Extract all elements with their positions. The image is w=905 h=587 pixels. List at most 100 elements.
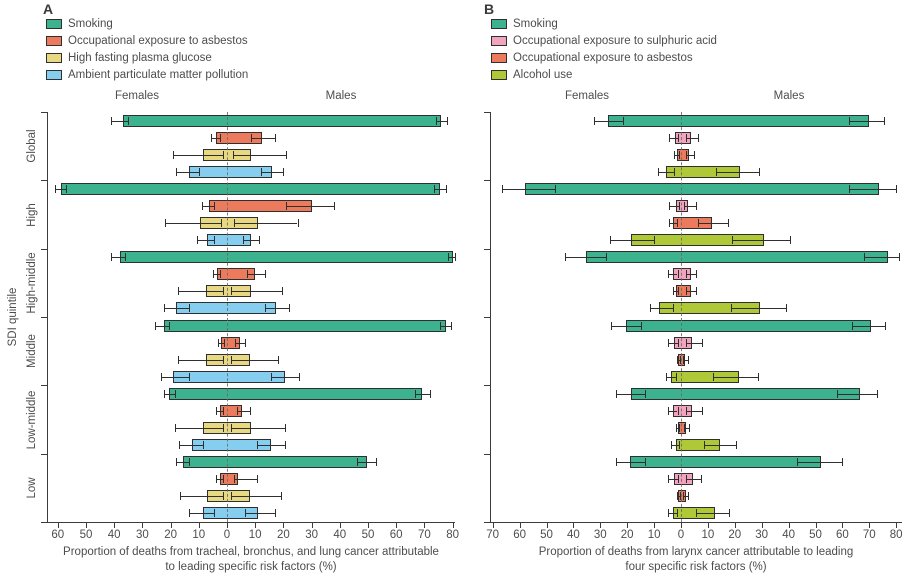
x-axis-tick-label: 10 [647,529,661,541]
female-ci-cap [188,509,190,518]
male-ci-cap [376,458,378,467]
bar-smoking-low-middle [169,387,422,400]
male-ci-cap [234,218,236,227]
x-axis-tick-label: 50 [361,529,375,541]
female-ci-whisker [668,513,677,515]
female-ci-whisker [179,444,204,446]
zero-reference-line [227,112,228,522]
male-ci-whisker [863,257,899,259]
female-ci-cap [668,270,670,279]
male-ci-cap [274,133,276,142]
x-axis-tick-label: 30 [755,529,769,541]
male-ci-whisker [235,342,246,344]
male-ci-cap [694,150,696,159]
female-ci-cap [223,338,225,347]
legend-item-smoking: Smoking [491,18,558,30]
male-ci-cap [851,321,853,330]
female-ci-whisker [676,359,680,361]
male-ci-whisker [435,120,447,122]
female-ci-cap [554,184,556,193]
female-ci-cap [174,389,176,398]
legend-item-glucose: High fasting plasma glucose [46,52,212,64]
x-axis-tick [283,523,285,528]
female-ci-cap [211,133,213,142]
panel-b: B Females Males Proportion of deaths fro… [470,0,905,587]
female-ci-cap [214,509,216,518]
female-ci-cap [197,235,199,244]
female-ci-cap [609,235,611,244]
legend-item-sulphuric-acid: Occupational exposure to sulphuric acid [491,35,717,47]
male-ci-cap [837,389,839,398]
bar-pollution-middle [173,370,285,383]
male-ci-cap [414,389,416,398]
female-ci-cap [678,150,680,159]
male-ci-cap [685,338,687,347]
female-ci-cap [177,287,179,296]
female-ci-cap [222,423,224,432]
female-ci-cap [54,184,56,193]
legend-label-sulphuric-acid: Occupational exposure to sulphuric acid [513,35,717,47]
female-ci-whisker [197,239,215,241]
legend-item-asbestos: Occupational exposure to asbestos [46,35,248,47]
female-ci-cap [188,458,190,467]
legend-label-asbestos: Occupational exposure to asbestos [513,52,693,64]
female-ci-whisker [163,393,175,395]
male-ci-cap [265,270,267,279]
male-ci-whisker [685,291,697,293]
male-ci-cap [884,116,886,125]
female-ci-whisker [609,239,655,241]
female-ci-cap [616,458,618,467]
bar-smoking-global [608,114,870,127]
male-ci-cap [896,184,898,193]
female-ci-cap [677,475,679,484]
male-ci-cap [249,406,251,415]
female-ci-cap [672,304,674,313]
male-ci-cap [877,389,879,398]
female-ci-cap [676,218,678,227]
male-ci-cap [732,235,734,244]
female-ci-whisker [669,205,679,207]
group-label-high-middle: High-middle [26,252,38,314]
male-ci-whisker [260,171,284,173]
female-ci-cap [163,389,165,398]
female-ci-cap [623,116,625,125]
x-axis-title-b: Proportion of deaths from larynx cancer … [538,546,854,573]
female-ci-cap [66,184,68,193]
x-axis-tick [869,523,871,528]
male-ci-whisker [234,222,298,224]
male-ci-whisker [246,274,266,276]
bar-smoking-high-middle [585,251,889,264]
male-ci-cap [439,321,441,330]
x-axis-tick-label: 10 [701,529,715,541]
female-ci-whisker [502,188,555,190]
x-axis-tick [396,523,398,528]
male-ci-cap [232,150,234,159]
female-ci-cap [677,338,679,347]
group-boundary-tick [41,112,47,113]
male-ci-whisker [703,444,737,446]
male-ci-whisker [685,154,695,156]
x-axis-tick-label: 50 [809,529,822,541]
male-ci-cap [715,167,717,176]
female-ci-whisker [173,154,223,156]
female-ci-cap [678,133,680,142]
male-ci-cap [289,304,291,313]
female-ci-cap [674,167,676,176]
female-ci-whisker [160,376,189,378]
male-ci-whisker [231,427,285,429]
y-axis-line [490,112,491,523]
x-axis-tick-label: 50 [540,529,553,541]
male-ci-cap [863,253,865,262]
male-ci-whisker [448,257,456,259]
male-ci-whisker [685,137,699,139]
female-ci-cap [222,355,224,364]
female-ci-whisker [667,342,678,344]
x-axis-tick [114,523,116,528]
female-ci-whisker [665,376,676,378]
male-ci-cap [898,253,900,262]
female-ci-cap [174,423,176,432]
legend-label-pollution: Ambient particulate matter pollution [68,69,249,81]
x-axis-tick-label: 10 [192,529,206,541]
male-ci-whisker [685,342,702,344]
female-ci-whisker [215,479,224,481]
